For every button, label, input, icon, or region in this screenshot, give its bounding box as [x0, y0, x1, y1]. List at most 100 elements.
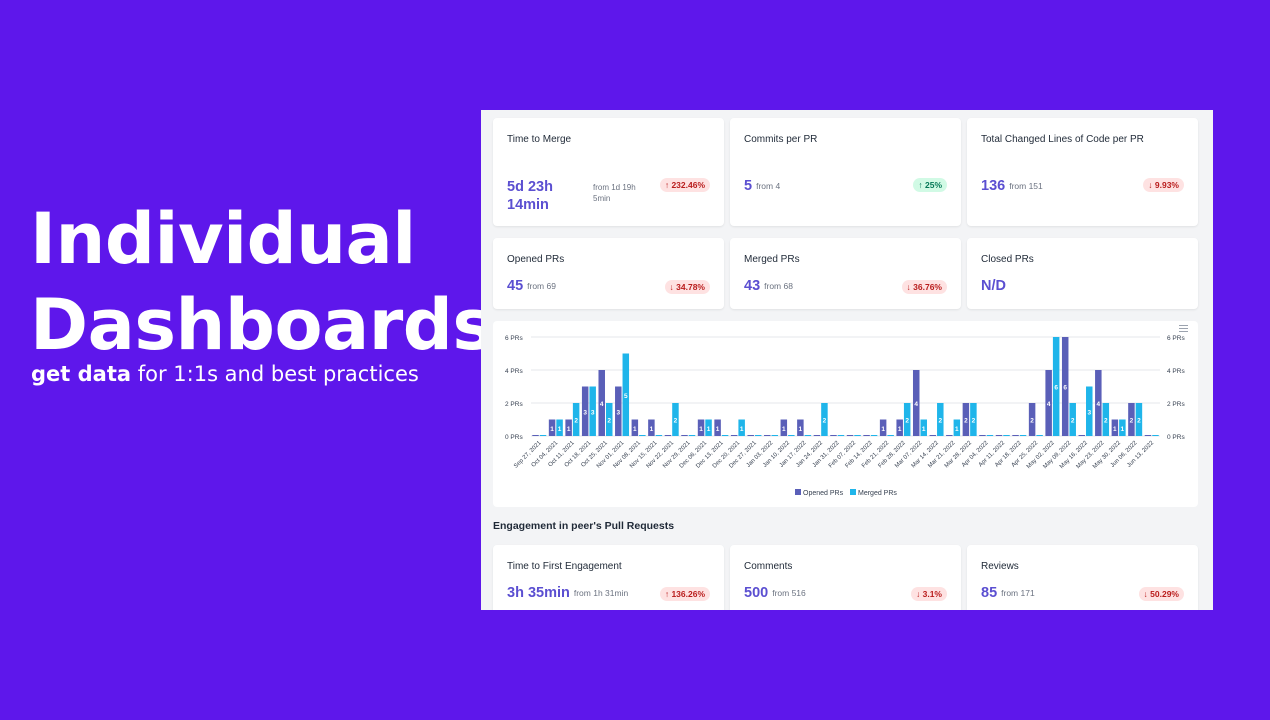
bar-merged	[821, 403, 828, 436]
metric-value: 45 from 69	[507, 278, 556, 294]
metric-card-time-to-first-engagement[interactable]: Time to First Engagement 3h 35min from 1h…	[493, 545, 724, 610]
bar-opened	[962, 403, 970, 436]
bar-merged	[986, 435, 994, 436]
metric-card-changed-lines[interactable]: Total Changed Lines of Code per PR 136 fr…	[967, 118, 1198, 226]
metric-change-badge: ↓ 9.93%	[1143, 178, 1184, 192]
bar-data-label: 1	[558, 426, 562, 433]
bar-opened	[565, 419, 572, 436]
bar-merged	[804, 435, 812, 436]
metric-value-number: N/D	[981, 278, 1006, 294]
metric-card-comments[interactable]: Comments 500 from 516 ↓ 3.1%	[730, 545, 961, 610]
bar-data-label: 3	[1087, 409, 1091, 416]
metric-card-opened-prs[interactable]: Opened PRs 45 from 69 ↓ 34.78%	[493, 238, 724, 309]
bar-merged	[655, 435, 663, 436]
bar-data-label: 1	[922, 426, 926, 433]
metric-change-badge: ↑ 136.26%	[659, 587, 710, 601]
bar-data-label: 1	[716, 426, 720, 433]
metric-card-reviews[interactable]: Reviews 85 from 171 ↓ 50.29%	[967, 545, 1198, 610]
metric-value: 500 from 516	[744, 585, 806, 601]
metric-card-time-to-merge[interactable]: Time to Merge 5d 23h 14min from 1d 19h 5…	[493, 118, 724, 226]
y-tick-label-right: 2 PRs	[1167, 401, 1185, 408]
hero-subtitle-bold: get data	[31, 362, 132, 386]
bar-data-label: 2	[574, 418, 578, 425]
bar-data-label: 1	[782, 426, 786, 433]
bar-data-label: 3	[591, 409, 595, 416]
bar-opened	[929, 435, 937, 436]
bar-data-label: 4	[1097, 401, 1101, 408]
bar-data-label: 3	[616, 409, 620, 416]
bar-data-label: 1	[799, 426, 803, 433]
metric-change-badge: ↓ 36.76%	[901, 280, 947, 294]
metric-from: from 516	[772, 588, 806, 598]
bar-data-label: 2	[1130, 418, 1134, 425]
bar-opened	[846, 435, 854, 436]
prs-bar-chart: 0 PRs 0 PRs 2 PRs 2 PRs 4 PRs 4 PRs 6 PRs 6 PRs…	[493, 321, 1198, 507]
metric-title: Time to Merge	[507, 134, 572, 145]
metric-value-number: 43	[744, 278, 761, 294]
bar-data-label: 2	[607, 418, 611, 425]
metric-change-badge: ↓ 3.1%	[911, 587, 947, 601]
bar-merged	[837, 435, 845, 436]
bar-opened	[1028, 403, 1036, 436]
bar-merged	[589, 386, 596, 436]
legend-label-opened: Opened PRs	[803, 490, 844, 497]
metric-from: from 4	[756, 181, 781, 191]
metric-card-closed-prs[interactable]: Closed PRs N/D	[967, 238, 1198, 309]
hamburger-menu-icon[interactable]	[1179, 325, 1188, 332]
bar-opened	[747, 435, 754, 436]
bar-merged	[705, 419, 712, 436]
metric-card-commits-per-pr[interactable]: Commits per PR 5 from 4 ↑ 25%	[730, 118, 961, 226]
metric-change-badge: ↑ 232.46%	[659, 178, 710, 192]
bar-merged	[854, 435, 861, 436]
bar-opened	[863, 435, 870, 436]
hero-title: Individual Dashboards	[30, 196, 494, 368]
bar-opened	[532, 435, 539, 436]
bar-opened	[648, 419, 655, 436]
section-title-engagement: Engagement in peer's Pull Requests	[493, 520, 675, 532]
bar-data-label: 2	[1071, 418, 1075, 425]
metric-from: from 151	[1009, 181, 1043, 191]
bar-data-label: 2	[1137, 418, 1141, 425]
bar-merged	[970, 403, 977, 436]
metric-value-number: 3h 35min	[507, 585, 570, 601]
bar-merged	[622, 353, 630, 436]
bar-data-label: 1	[650, 426, 654, 433]
bar-opened	[995, 435, 1003, 436]
metric-from: from 1d 19h 5min	[593, 182, 636, 204]
y-tick-label-right: 6 PRs	[1167, 335, 1185, 342]
metric-change-badge: ↑ 25%	[913, 178, 947, 192]
legend-swatch-merged	[850, 489, 856, 495]
metric-title: Comments	[744, 561, 793, 572]
metric-card-merged-prs[interactable]: Merged PRs 43 from 68 ↓ 36.76%	[730, 238, 961, 309]
bar-data-label: 2	[972, 418, 976, 425]
bar-merged	[1086, 386, 1093, 436]
bar-data-label: 3	[583, 409, 587, 416]
bar-opened	[979, 435, 986, 436]
bar-merged	[870, 435, 878, 436]
metric-value-number: 45	[507, 278, 524, 294]
bar-opened	[664, 435, 672, 436]
dashboard-panel: Time to Merge 5d 23h 14min from 1d 19h 5…	[481, 110, 1213, 610]
bar-opened	[1095, 370, 1102, 436]
metric-value: N/D	[981, 278, 1006, 294]
bar-opened	[1012, 435, 1019, 436]
bar-data-label: 6	[1063, 385, 1067, 392]
bar-data-label: 2	[905, 418, 909, 425]
metric-title: Opened PRs	[507, 254, 565, 265]
metric-value-number: 500	[744, 585, 769, 601]
bar-opened	[912, 370, 920, 436]
bar-merged	[754, 435, 762, 436]
bar-merged	[920, 419, 927, 436]
bar-opened	[946, 435, 953, 436]
bar-opened	[797, 419, 804, 436]
y-tick-label-left: 4 PRs	[505, 368, 523, 375]
bar-opened	[1078, 435, 1086, 436]
bar-merged	[1036, 435, 1043, 436]
bar-merged	[1019, 435, 1027, 436]
bar-opened	[813, 435, 821, 436]
metric-from: from 171	[1001, 588, 1035, 598]
chart-svg: 0 PRs 0 PRs 2 PRs 2 PRs 4 PRs 4 PRs 6 PRs 6 PRs…	[505, 335, 1185, 497]
bar-data-label: 4	[1047, 401, 1051, 408]
bar-opened	[697, 419, 705, 436]
metric-value: 3h 35min from 1h 31min	[507, 585, 628, 601]
